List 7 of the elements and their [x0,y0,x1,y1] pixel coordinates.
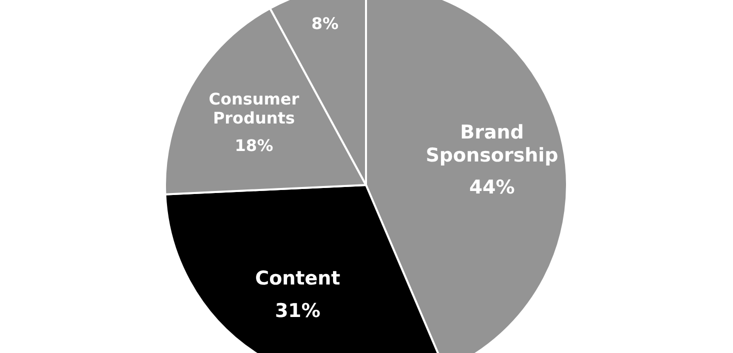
slice-label: Brand Sponsorship [426,121,558,166]
data-label: 31% [274,300,320,322]
data-label: 8% [311,14,338,34]
data-label: 44% [469,176,515,199]
slice-label: Consumer Produnts [208,89,300,128]
slice-label: Content [255,268,340,290]
data-label: 18% [234,136,274,155]
